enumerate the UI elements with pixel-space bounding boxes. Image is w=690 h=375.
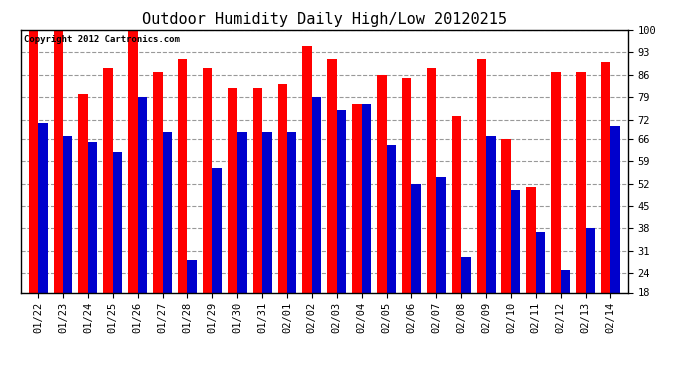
Bar	[362, 104, 371, 350]
Bar	[63, 136, 72, 350]
Bar	[29, 30, 38, 350]
Bar	[337, 110, 346, 350]
Title: Outdoor Humidity Daily High/Low 20120215: Outdoor Humidity Daily High/Low 20120215	[142, 12, 506, 27]
Bar	[277, 84, 287, 350]
Bar	[302, 46, 312, 350]
Bar	[551, 72, 561, 350]
Bar	[586, 228, 595, 350]
Bar	[611, 126, 620, 350]
Bar	[79, 94, 88, 350]
Bar	[561, 270, 570, 350]
Bar	[138, 97, 147, 350]
Bar	[436, 177, 446, 350]
Bar	[287, 132, 297, 350]
Bar	[411, 184, 421, 350]
Bar	[178, 59, 188, 350]
Bar	[312, 97, 322, 350]
Bar	[502, 139, 511, 350]
Bar	[188, 261, 197, 350]
Bar	[228, 88, 237, 350]
Bar	[486, 136, 495, 350]
Bar	[104, 68, 112, 350]
Bar	[253, 88, 262, 350]
Bar	[54, 30, 63, 350]
Bar	[402, 78, 411, 350]
Bar	[112, 152, 122, 350]
Bar	[427, 68, 436, 350]
Bar	[88, 142, 97, 350]
Bar	[477, 59, 486, 350]
Bar	[163, 132, 172, 350]
Bar	[262, 132, 272, 350]
Bar	[128, 30, 138, 350]
Bar	[38, 123, 48, 350]
Bar	[526, 187, 536, 350]
Bar	[386, 145, 396, 350]
Bar	[536, 232, 545, 350]
Bar	[327, 59, 337, 350]
Text: Copyright 2012 Cartronics.com: Copyright 2012 Cartronics.com	[23, 35, 179, 44]
Bar	[601, 62, 611, 350]
Bar	[213, 168, 221, 350]
Bar	[452, 116, 461, 350]
Bar	[511, 190, 520, 350]
Bar	[352, 104, 362, 350]
Bar	[377, 75, 386, 350]
Bar	[576, 72, 586, 350]
Bar	[237, 132, 246, 350]
Bar	[153, 72, 163, 350]
Bar	[203, 68, 213, 350]
Bar	[461, 257, 471, 350]
